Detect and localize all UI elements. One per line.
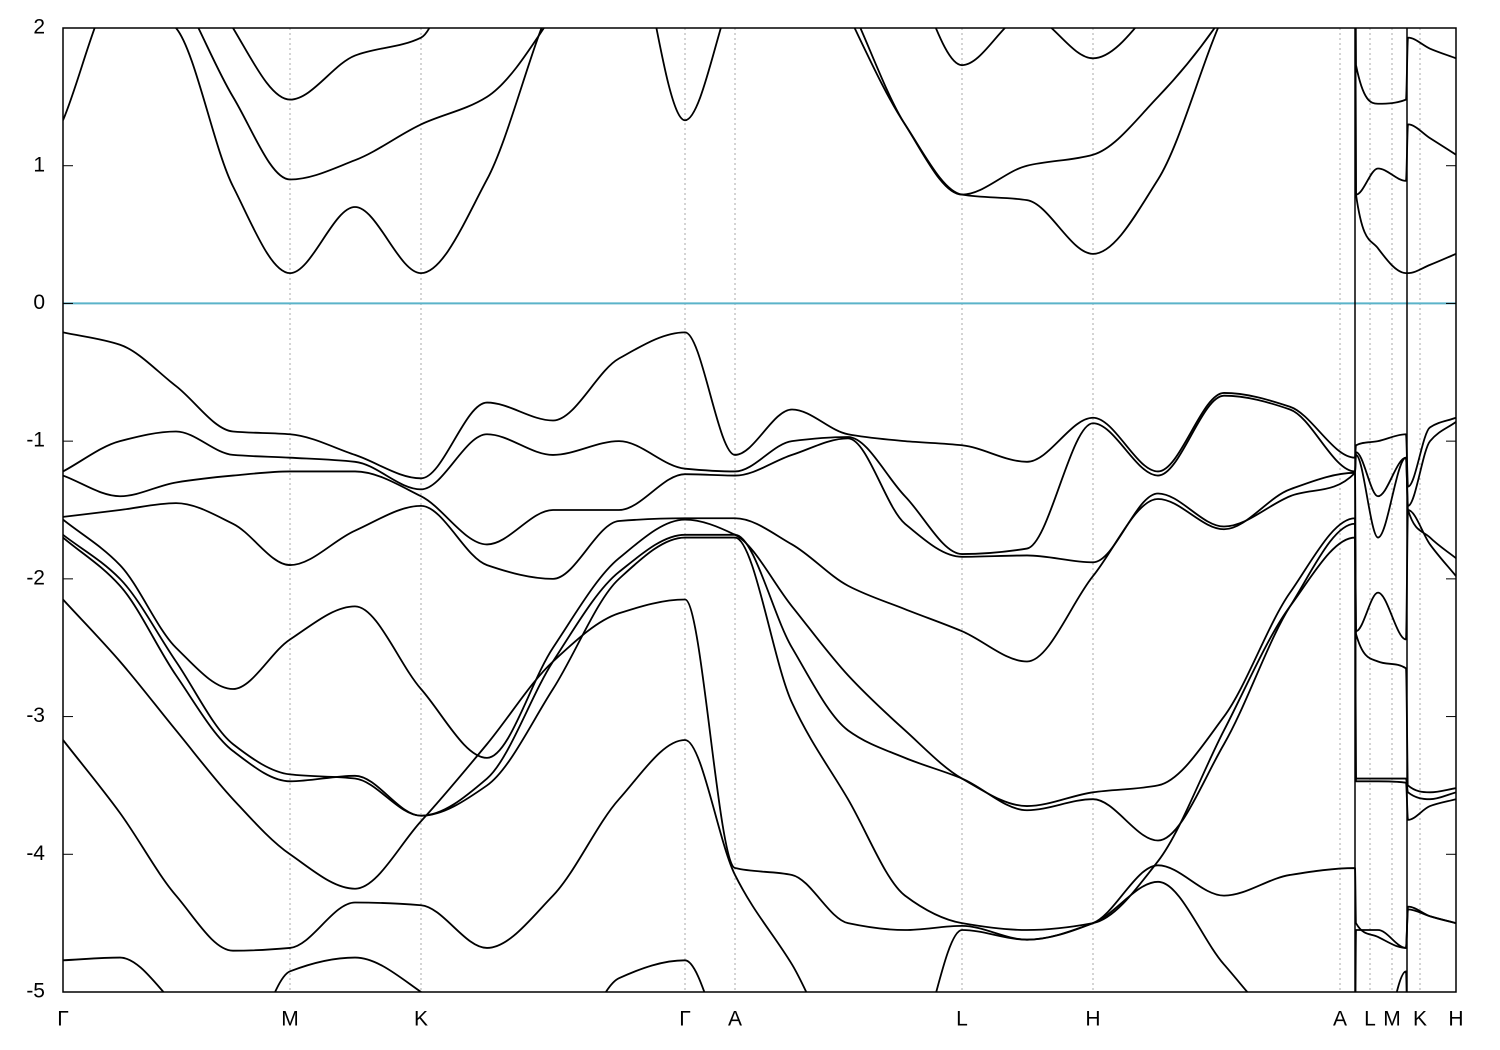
band-line (63, 331, 1456, 488)
x-tick-label: K (1413, 1008, 1427, 1031)
x-tick-label: K (414, 1008, 428, 1031)
y-tick-label: -2 (26, 566, 45, 589)
band-line (63, 598, 1456, 949)
band-line (231, 28, 1456, 105)
band-line (63, 536, 1456, 931)
band-line (63, 394, 1456, 555)
grid (62, 28, 1457, 992)
x-tick-label: A (1333, 1008, 1347, 1031)
band-line (63, 28, 1456, 275)
band-line (63, 956, 1408, 992)
x-tick-label: M (281, 1008, 299, 1031)
x-tick-label: H (1448, 1008, 1463, 1031)
plot-frame (62, 27, 1457, 993)
y-tick-label: 1 (33, 153, 45, 176)
band-line (63, 517, 1456, 807)
x-tick-label: L (1364, 1008, 1376, 1031)
band-line (63, 739, 1456, 992)
bands (63, 28, 1456, 992)
x-tick-label: L (956, 1008, 968, 1031)
band-line (63, 437, 1456, 564)
y-tick-label: -5 (26, 980, 45, 1003)
band-line (63, 471, 1456, 663)
x-tick-label: M (1383, 1008, 1401, 1031)
y-tick-label: 0 (33, 291, 45, 314)
band-line (197, 28, 1456, 196)
y-tick-label: -1 (26, 429, 45, 452)
y-tick-label: 2 (33, 16, 45, 39)
y-tick-label: -4 (26, 842, 45, 865)
y-tick-label: -3 (26, 704, 45, 727)
x-tick-label: Γ (57, 1008, 69, 1031)
x-tick-label: A (728, 1008, 742, 1031)
x-tick-label: H (1085, 1008, 1100, 1031)
x-tick-label: Γ (679, 1008, 691, 1031)
